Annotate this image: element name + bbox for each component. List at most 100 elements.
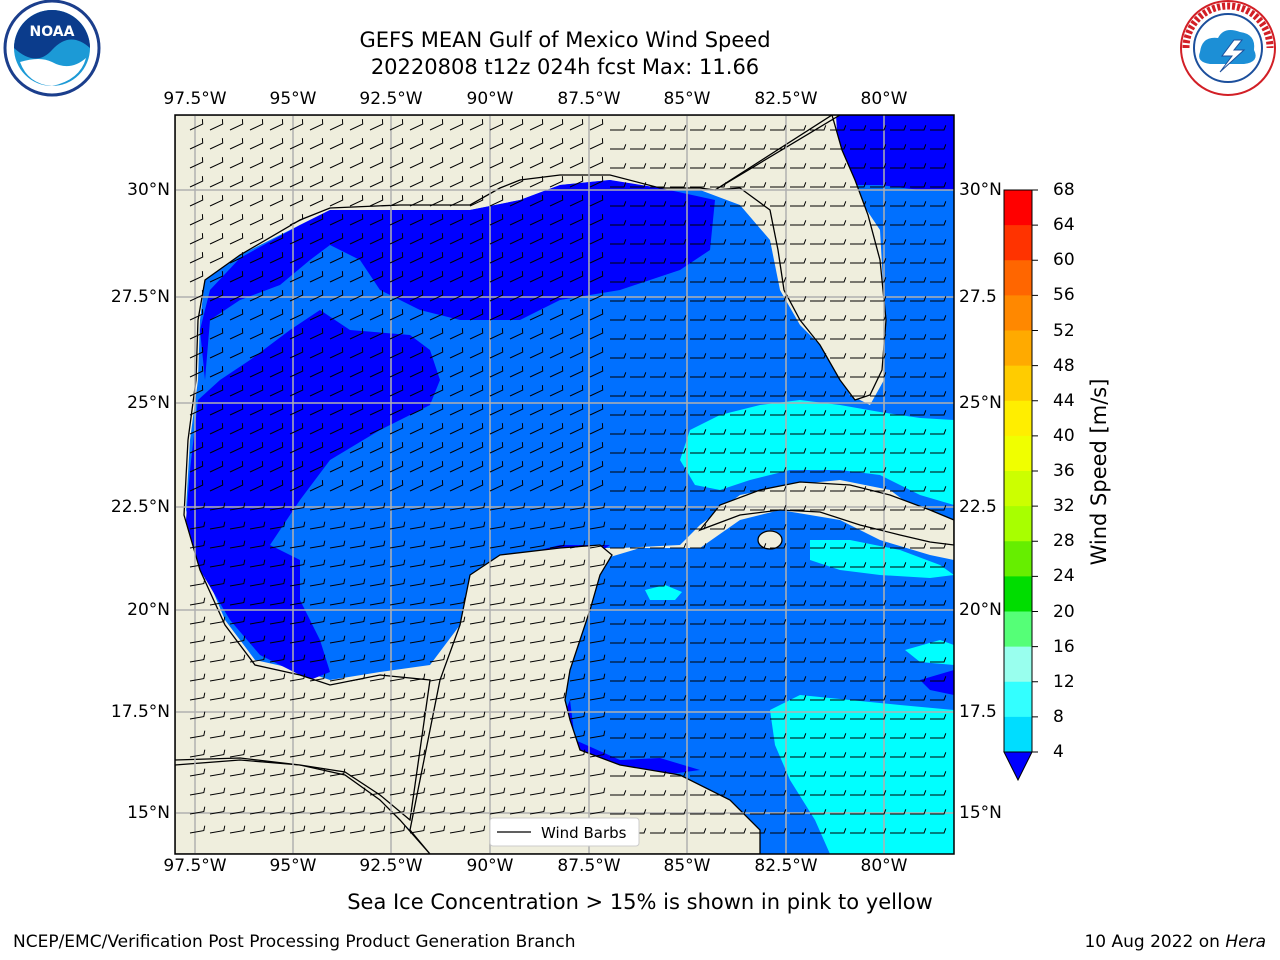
wind-barb <box>449 730 466 739</box>
wind-barb <box>650 828 667 834</box>
wind-barb <box>690 809 707 815</box>
wind-barb <box>469 730 486 739</box>
wind-barb <box>329 749 346 758</box>
legend-label: Wind Barbs <box>541 824 627 842</box>
wind-barb <box>790 144 807 150</box>
wind-barb <box>229 385 244 397</box>
wind-barb <box>850 695 867 701</box>
wind-barb <box>529 271 544 283</box>
wind-barb <box>569 597 586 606</box>
wind-barb <box>730 239 747 245</box>
wind-barb <box>409 309 424 321</box>
wind-barb <box>429 768 446 777</box>
wind-barb <box>569 233 584 245</box>
wind-barb <box>730 429 747 435</box>
wind-barb <box>369 233 384 245</box>
wind-barb <box>770 163 787 169</box>
wind-barb <box>930 220 947 226</box>
wind-barb <box>850 144 867 150</box>
wind-barb <box>870 353 887 359</box>
wind-barb <box>569 423 584 435</box>
wind-barb <box>630 657 647 663</box>
colorbar-band <box>1004 435 1032 472</box>
wind-barb <box>890 771 907 777</box>
wind-barb <box>289 233 304 245</box>
wind-barb <box>349 749 366 758</box>
wind-barb <box>910 733 927 739</box>
wind-barb <box>429 480 444 492</box>
wind-barb <box>589 540 606 549</box>
wind-barb <box>409 423 424 435</box>
wind-barb <box>189 404 204 416</box>
wind-barb <box>429 787 446 796</box>
wind-barb <box>650 486 667 492</box>
wind-barb <box>189 521 206 530</box>
wind-barb <box>529 157 544 169</box>
wind-barb <box>269 252 284 264</box>
wind-barb <box>670 828 687 834</box>
wind-barb <box>369 423 384 435</box>
wind-barb <box>549 673 566 682</box>
wind-barb <box>890 391 907 397</box>
wind-barb <box>890 695 907 701</box>
chart-subtitle: 20220808 t12z 024h fcst Max: 11.66 <box>370 55 760 79</box>
wind-barb <box>249 825 266 834</box>
wind-barb <box>509 521 526 530</box>
wind-barb <box>930 296 947 302</box>
wind-barbs-legend: Wind Barbs <box>489 817 640 847</box>
wind-barb <box>650 790 667 796</box>
wind-barb <box>710 448 727 454</box>
wind-barb <box>449 787 466 796</box>
wind-barb <box>690 448 707 454</box>
wind-barb <box>529 233 544 245</box>
wind-barb <box>469 654 486 663</box>
wind-barb <box>569 347 584 359</box>
wind-barb <box>670 239 687 245</box>
wind-barb <box>389 195 404 207</box>
wind-barb <box>670 391 687 397</box>
wind-barb <box>610 201 627 207</box>
wind-barb <box>569 540 586 549</box>
wind-barb <box>289 404 304 416</box>
wind-barb <box>589 233 604 245</box>
wind-barb <box>670 334 687 340</box>
wind-barb <box>870 410 887 416</box>
wind-barb <box>790 448 807 454</box>
wind-barb <box>449 635 466 644</box>
wind-barb <box>309 290 324 302</box>
wind-barb <box>810 163 827 169</box>
wind-barb <box>890 676 907 682</box>
wind-barb <box>670 220 687 226</box>
wind-barb <box>750 334 767 340</box>
wind-barb <box>890 334 907 340</box>
wind-barb <box>930 429 947 435</box>
wind-barb <box>189 271 204 283</box>
wind-barb <box>269 559 286 568</box>
wind-barb <box>349 806 366 815</box>
wind-barb <box>229 502 246 511</box>
wind-barb <box>930 486 947 492</box>
wind-barb <box>810 486 827 492</box>
wind-barb <box>449 825 466 834</box>
wind-barb <box>730 182 747 188</box>
wind-barb <box>810 467 827 473</box>
wind-barb <box>569 290 584 302</box>
wind-barb <box>429 271 444 283</box>
wind-barb <box>589 195 604 207</box>
wind-barb <box>509 290 524 302</box>
wind-barb <box>630 733 647 739</box>
wind-barb <box>810 638 827 644</box>
wind-barb <box>670 505 687 511</box>
wind-barb <box>730 372 747 378</box>
wind-barb <box>589 787 606 796</box>
wind-barb <box>489 347 504 359</box>
wind-barb <box>930 638 947 644</box>
wind-barb <box>850 334 867 340</box>
wind-barb <box>509 768 526 777</box>
wind-barb <box>810 695 827 701</box>
wind-barb <box>309 673 326 682</box>
wind-barb <box>209 597 226 606</box>
wind-barb <box>850 733 867 739</box>
wind-barb <box>409 195 424 207</box>
wind-barb <box>730 638 747 644</box>
